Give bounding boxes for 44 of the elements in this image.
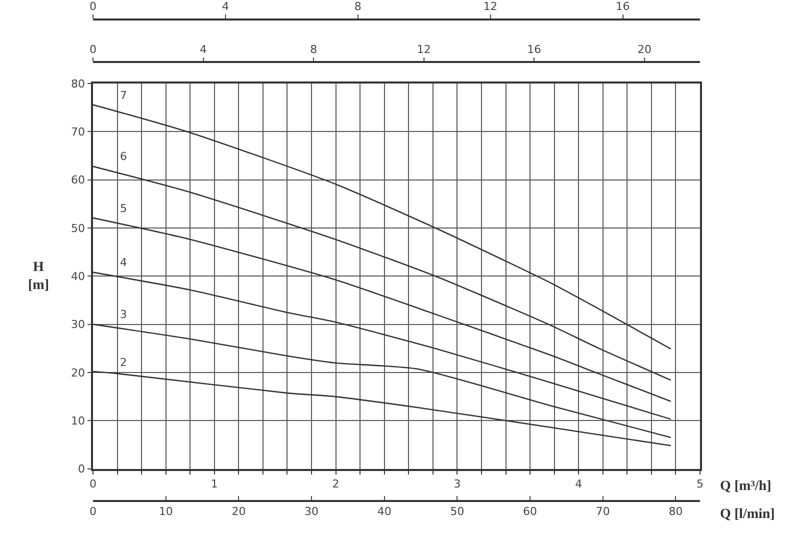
y-tick-label: 50 [71,222,86,235]
text: 0 [90,0,96,14]
x2-tick-label: 60 [523,504,538,518]
x2-tick-label: 20 [232,504,246,518]
text: 8 [310,43,318,56]
text: 12 [416,43,431,56]
y-tick-label: 0 [78,462,86,476]
x2-tick-label: 50 [450,504,464,518]
x-tick-label: 3 [454,478,461,491]
x2-tick-label: 40 [377,504,392,518]
text: 4 [222,0,229,14]
series-label: 3 [120,308,127,321]
series-label: 2 [120,356,127,369]
x2-axis-title: Q [l/min] [720,507,775,522]
text: 4 [200,43,207,56]
series-label: 7 [120,89,127,102]
x-tick-label: 1 [210,478,218,491]
x2-tick-label: 70 [596,504,610,518]
text: 20 [637,43,652,56]
text: 12 [483,0,498,14]
x2-tick-label: 30 [304,504,319,518]
series-label: 5 [120,202,127,215]
x-tick-label: 5 [696,478,704,491]
text: 8 [354,0,362,14]
y-tick-label: 60 [71,174,86,187]
x-axis-title: Q [m³/h] [720,479,772,494]
text: 0 [90,43,96,56]
series-label: 4 [120,256,127,269]
text: 16 [616,0,630,14]
x2-tick-label: 80 [668,504,683,518]
y-tick-label: 10 [71,414,86,428]
y-tick-label: 30 [71,318,86,332]
y-tick-label: 20 [71,366,86,380]
y-axis-title: H [m] [28,260,49,294]
y-tick-label: 70 [71,126,86,139]
y-tick-label: 40 [71,270,86,284]
x-tick-label: 4 [575,478,582,491]
x-tick-label: 0 [90,478,96,491]
series-label: 6 [120,150,127,163]
text: 16 [527,43,542,56]
x2-tick-label: 10 [158,504,173,518]
x2-tick-label: 0 [90,504,96,518]
x-tick-label: 2 [332,478,340,491]
y-tick-label: 80 [71,77,86,90]
